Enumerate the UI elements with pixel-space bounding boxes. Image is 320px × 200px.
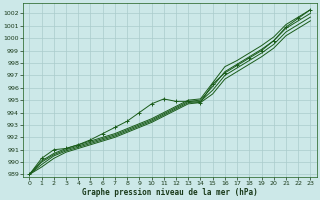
X-axis label: Graphe pression niveau de la mer (hPa): Graphe pression niveau de la mer (hPa)	[82, 188, 258, 197]
